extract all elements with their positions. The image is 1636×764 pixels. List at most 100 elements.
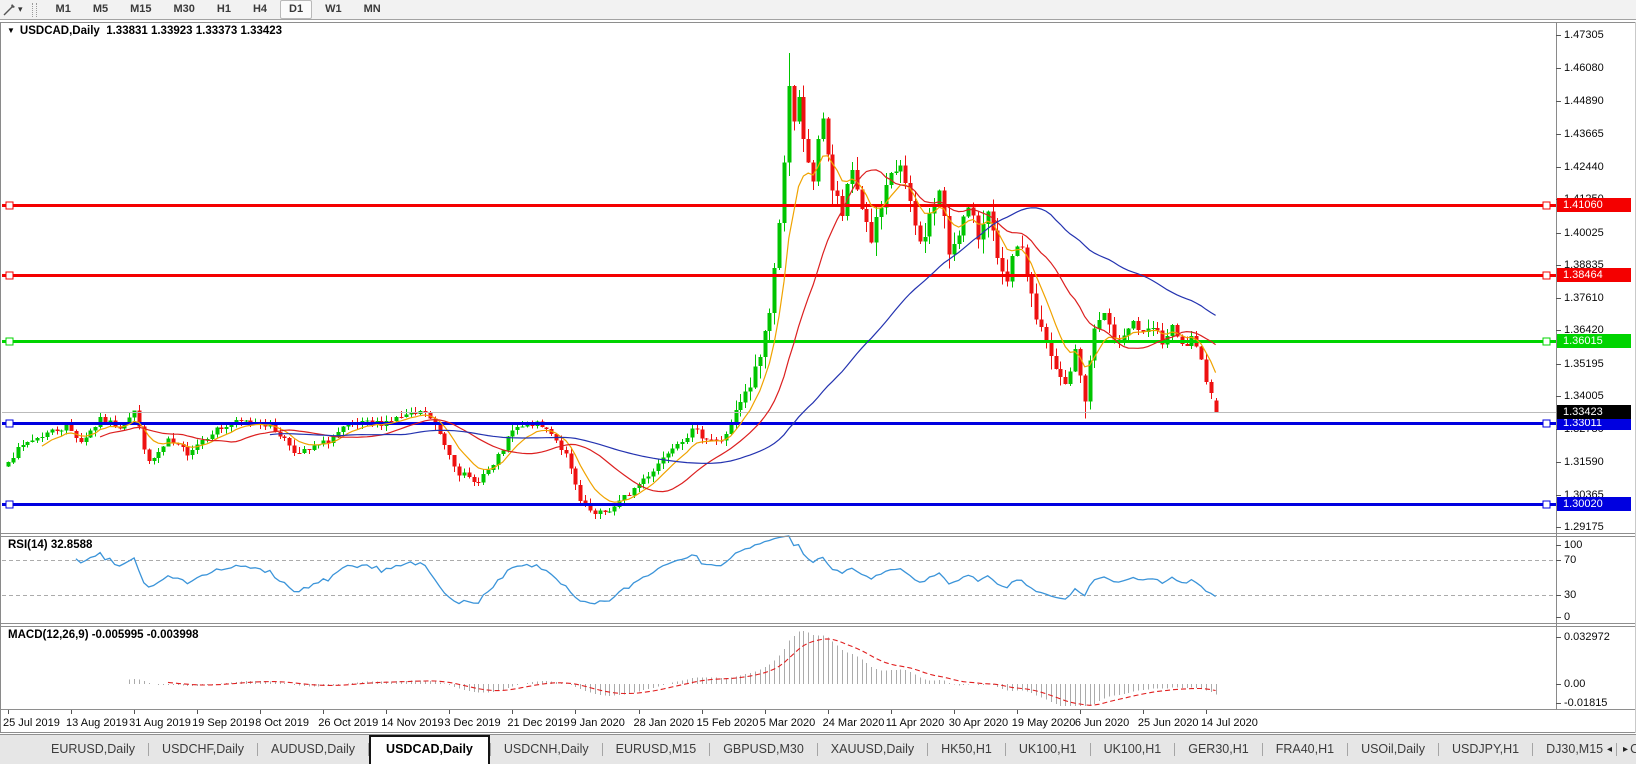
tab-separator	[1347, 743, 1349, 756]
chart-title-ohlc: 1.33831 1.33923 1.33373 1.33423	[106, 25, 283, 37]
rsi-axis-tick	[1556, 560, 1561, 561]
date-axis-label: 8 Oct 2019	[255, 717, 310, 729]
chart-title-symbol: USDCAD,Daily	[19, 25, 100, 37]
rsi-macd-splitter-line1[interactable]	[0, 623, 1636, 624]
price-line-badge-1.41060: 1.41060	[1557, 197, 1631, 212]
chart-collapse-icon[interactable]: ▼	[7, 26, 15, 35]
timeframe-button-w1[interactable]: W1	[325, 3, 342, 15]
tab-separator	[1616, 743, 1618, 756]
chart-tab-hk50-h1[interactable]: HK50,H1	[941, 742, 992, 756]
date-axis-label: 28 Jan 2020	[633, 717, 695, 729]
date-axis-label: 14 Nov 2019	[381, 717, 444, 729]
date-axis-label: 26 Oct 2019	[318, 717, 379, 729]
chart-tab-gbpusd-m30[interactable]: GBPUSD,M30	[723, 742, 804, 756]
date-axis-tick	[134, 710, 135, 714]
timeframe-button-m15[interactable]: M15	[130, 3, 152, 15]
date-axis-tick	[575, 710, 576, 714]
date-axis-tick	[639, 710, 640, 714]
price-line-badge-1.30020: 1.30020	[1557, 497, 1631, 512]
timeframe-button-m30[interactable]: M30	[173, 3, 195, 15]
chart-tabs: EURUSD,Daily USDCHF,Daily AUDUSD,Daily USDC…	[38, 735, 1636, 764]
timeframe-button-h1[interactable]: H1	[216, 3, 231, 15]
date-axis-label: 15 Feb 2020	[696, 717, 759, 729]
chart-tab-eurusd-m15[interactable]: EURUSD,M15	[615, 742, 697, 756]
price-axis-tick	[1556, 68, 1561, 70]
price-axis-label: 1.29175	[1564, 521, 1604, 534]
macd-axis-label: 0.00	[1564, 678, 1586, 690]
time-axis-line	[0, 709, 1636, 710]
price-axis-tick	[1556, 330, 1561, 332]
date-axis-tick	[954, 710, 955, 714]
date-axis-tick	[512, 710, 513, 714]
price-axis-tick	[1556, 232, 1561, 234]
chart-canvas[interactable]	[0, 20, 1556, 733]
tab-separator	[257, 743, 258, 756]
price-axis-tick	[1556, 494, 1561, 496]
chart-left-border	[0, 22, 1, 733]
tab-separator	[1174, 743, 1176, 756]
price-axis-label: 1.46080	[1564, 62, 1604, 75]
chart-tab-fra40-h1[interactable]: FRA40,H1	[1275, 742, 1335, 756]
chart-tab-uk100-h1[interactable]: UK100,H1	[1103, 742, 1162, 756]
chart-tab-bar: EURUSD,Daily USDCHF,Daily AUDUSD,Daily USDC…	[0, 734, 1636, 764]
tab-scroll-left-icon[interactable]: ◂	[1606, 744, 1612, 755]
date-axis-tick	[8, 710, 9, 714]
timeframe-button-m5[interactable]: M5	[92, 3, 109, 15]
date-axis-label: 31 Aug 2019	[129, 717, 191, 729]
chart-tab-eurusd-daily[interactable]: EURUSD,Daily	[51, 742, 136, 756]
chart-tab-audusd-daily[interactable]: AUDUSD,Daily	[271, 742, 356, 756]
price-axis-separator	[1556, 22, 1557, 710]
macd-axis-tick	[1556, 684, 1561, 685]
price-axis-tick	[1556, 461, 1561, 463]
draw-tool-icon[interactable]	[0, 2, 18, 18]
date-axis-label: 9 Jan 2020	[570, 717, 625, 729]
chart-tab-xauusd-daily[interactable]: XAUUSD,Daily	[830, 742, 915, 756]
chart-tab-usdjpy-h1[interactable]: USDJPY,H1	[1451, 742, 1520, 756]
tab-separator	[148, 743, 150, 756]
price-axis-label: 1.34005	[1564, 389, 1604, 402]
tool-dropdown-caret[interactable]: ▾	[18, 4, 23, 14]
price-line-badge-1.33011: 1.33011	[1557, 415, 1631, 430]
timeframe-button-m1[interactable]: M1	[55, 3, 71, 15]
tab-separator	[601, 743, 603, 756]
chart-tab-usoil-daily[interactable]: USOil,Daily	[1361, 742, 1425, 756]
date-axis-tick	[197, 710, 198, 714]
chart-tab-china300-h4[interactable]: CHINA300,H4	[1630, 742, 1636, 756]
price-rsi-splitter-line2[interactable]	[0, 536, 1636, 537]
rsi-macd-splitter-line2[interactable]	[0, 626, 1636, 627]
date-axis-label: 25 Jun 2020	[1137, 717, 1199, 729]
tab-separator	[709, 743, 711, 756]
chart-tab-uk100-h1[interactable]: UK100,H1	[1018, 742, 1077, 756]
price-axis-label: 1.36420	[1564, 324, 1604, 337]
date-axis-label: 5 Mar 2020	[759, 717, 816, 729]
chart-tab-usdcad-daily[interactable]: USDCAD,Daily	[369, 735, 490, 764]
rsi-axis-tick	[1556, 617, 1561, 618]
toolbar: ▾ M1 M5 M15 M30 H1 H4 D1 W1 MN	[0, 0, 1636, 20]
price-rsi-splitter-line1[interactable]	[0, 533, 1636, 534]
date-axis-tick	[260, 710, 261, 714]
tab-separator	[368, 743, 370, 756]
chart-tab-dj30-m15[interactable]: DJ30,M15	[1546, 742, 1604, 756]
tab-scroll-controls: ◂ ▸	[1607, 744, 1628, 755]
chart-tab-usdcnh-daily[interactable]: USDCNH,Daily	[503, 742, 589, 756]
date-axis-label: 19 May 2020	[1011, 717, 1076, 729]
chart-tab-ger30-h1[interactable]: GER30,H1	[1188, 742, 1249, 756]
timeframe-button-mn[interactable]: MN	[363, 3, 381, 15]
date-axis-label: 25 Jul 2019	[3, 717, 60, 729]
toolbar-grip[interactable]	[31, 2, 37, 17]
timeframe-button-h4[interactable]: H4	[252, 3, 268, 15]
date-axis-label: 21 Dec 2019	[507, 717, 570, 729]
macd-axis-tick	[1556, 703, 1561, 704]
date-axis-tick	[323, 710, 324, 714]
chart-tab-usdchf-daily[interactable]: USDCHF,Daily	[162, 742, 244, 756]
price-axis-tick	[1556, 395, 1561, 397]
price-axis-label: 1.30365	[1564, 488, 1604, 501]
tab-separator	[1532, 743, 1534, 756]
tab-separator	[1261, 743, 1263, 756]
date-axis-tick	[702, 710, 703, 714]
tab-scroll-right-icon[interactable]: ▸	[1622, 744, 1628, 755]
rsi-indicator-label: RSI(14) 32.8588	[8, 539, 93, 551]
date-axis-label: 24 Mar 2020	[822, 717, 885, 729]
timeframe-button-d1[interactable]: D1	[280, 0, 313, 19]
